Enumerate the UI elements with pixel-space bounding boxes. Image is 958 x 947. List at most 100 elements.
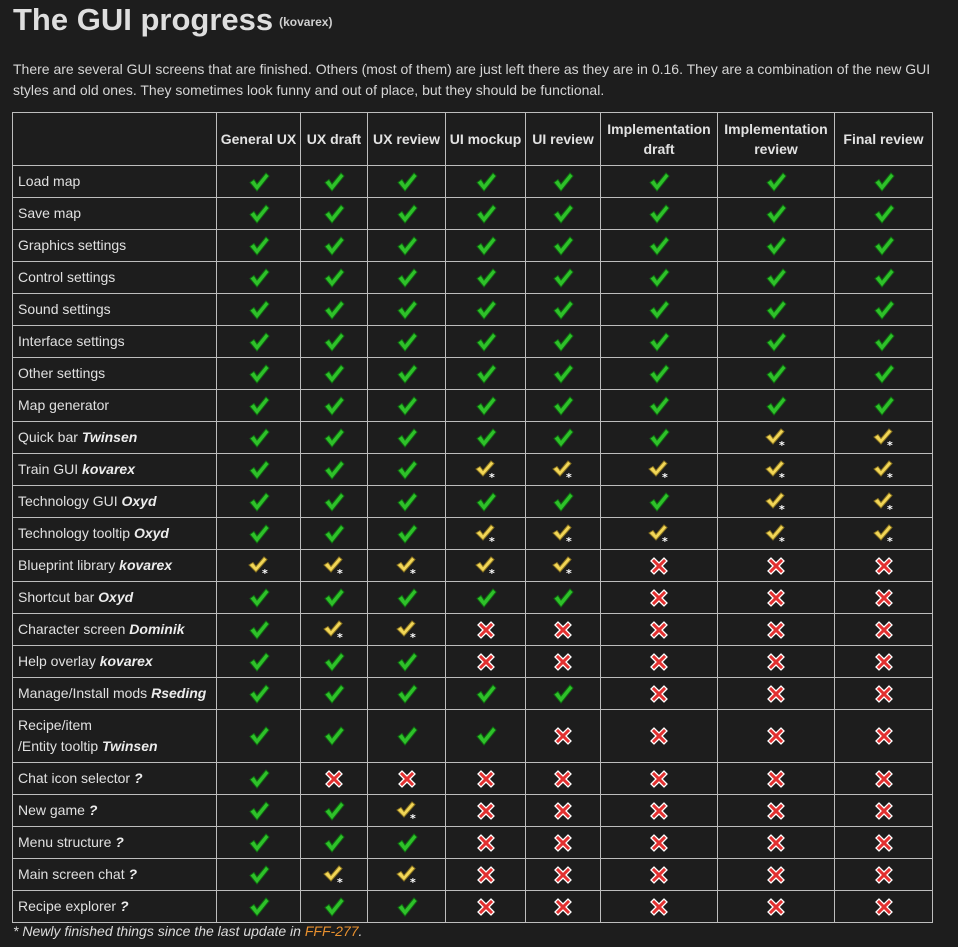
row-owner: ? (128, 866, 138, 882)
row-owner: ? (119, 898, 129, 914)
green-check-icon (551, 426, 575, 450)
green-check-icon (322, 234, 346, 258)
green-check-icon (322, 266, 346, 290)
green-check-icon (395, 266, 419, 290)
green-check-icon (247, 426, 271, 450)
yellow-check-new-icon: * (872, 522, 896, 546)
red-cross-icon (872, 799, 896, 823)
red-cross-icon (647, 682, 671, 706)
svg-text:*: * (887, 503, 893, 514)
status-cell (300, 645, 368, 678)
status-cell (445, 485, 526, 518)
red-cross-icon (872, 724, 896, 748)
red-cross-icon (872, 586, 896, 610)
green-check-icon (872, 202, 896, 226)
status-cell (600, 677, 718, 710)
row-owner: Twinsen (102, 738, 158, 754)
status-cell (525, 485, 601, 518)
yellow-check-new-icon: * (395, 554, 419, 578)
status-cell (717, 677, 835, 710)
green-check-icon (551, 170, 575, 194)
red-cross-icon (322, 767, 346, 791)
red-cross-icon (474, 831, 498, 855)
yellow-check-new-icon: * (551, 522, 575, 546)
row-name: Chat icon selector ? (12, 762, 217, 795)
green-check-icon (647, 394, 671, 418)
red-cross-icon (872, 554, 896, 578)
status-cell: * (525, 517, 601, 550)
red-cross-icon (551, 618, 575, 642)
status-cell: * (717, 485, 835, 518)
status-cell (216, 517, 301, 550)
status-cell (525, 389, 601, 422)
yellow-check-new-icon: * (764, 426, 788, 450)
green-check-icon (474, 586, 498, 610)
intro-paragraph: There are several GUI screens that are f… (13, 61, 931, 98)
red-cross-icon (474, 863, 498, 887)
row-name: Quick bar Twinsen (12, 421, 217, 454)
status-cell (834, 197, 933, 230)
status-cell (834, 293, 933, 326)
green-check-icon (474, 394, 498, 418)
status-cell (367, 517, 446, 550)
green-check-icon (322, 426, 346, 450)
green-check-icon (395, 298, 419, 322)
green-check-icon (647, 330, 671, 354)
yellow-check-new-icon: * (551, 554, 575, 578)
green-check-icon (395, 394, 419, 418)
green-check-icon (474, 234, 498, 258)
status-cell (717, 826, 835, 859)
status-cell: * (367, 549, 446, 582)
status-cell: * (300, 858, 368, 891)
red-cross-icon (764, 650, 788, 674)
green-check-icon (764, 298, 788, 322)
fff-link[interactable]: FFF-277 (304, 923, 359, 939)
green-check-icon (247, 394, 271, 418)
status-cell (834, 762, 933, 795)
status-cell (216, 485, 301, 518)
row-owner: ? (133, 770, 143, 786)
status-cell (834, 709, 933, 763)
status-cell (216, 826, 301, 859)
progress-table: General UX UX draft UX review UI mockup … (12, 112, 933, 923)
status-cell (717, 357, 835, 390)
green-check-icon (764, 266, 788, 290)
status-cell (445, 357, 526, 390)
status-cell (717, 165, 835, 198)
green-check-icon (247, 362, 271, 386)
status-cell (300, 293, 368, 326)
green-check-icon (647, 202, 671, 226)
status-cell (445, 613, 526, 646)
col-header: UI mockup (445, 112, 526, 166)
green-check-icon (872, 330, 896, 354)
status-cell (300, 389, 368, 422)
row-owner: ? (115, 834, 124, 850)
svg-text:*: * (262, 567, 268, 578)
red-cross-icon (872, 682, 896, 706)
row-label: Manage/Install mods (18, 685, 148, 701)
row-label: Sound settings (18, 301, 111, 317)
row-name: Main screen chat ? (12, 858, 217, 891)
row-name: Save map (12, 197, 217, 230)
status-cell: * (600, 517, 718, 550)
green-check-icon (247, 618, 271, 642)
yellow-check-new-icon: * (551, 458, 575, 482)
status-cell (525, 165, 601, 198)
status-cell (367, 389, 446, 422)
red-cross-icon (647, 724, 671, 748)
row-name: Help overlay kovarex (12, 645, 217, 678)
status-cell (834, 581, 933, 614)
green-check-icon (247, 330, 271, 354)
green-check-icon (872, 170, 896, 194)
status-cell (367, 709, 446, 763)
green-check-icon (395, 522, 419, 546)
green-check-icon (395, 234, 419, 258)
green-check-icon (247, 863, 271, 887)
footnote-end: . (358, 923, 363, 939)
status-cell (834, 389, 933, 422)
status-cell (445, 197, 526, 230)
status-cell (367, 421, 446, 454)
status-cell: * (717, 517, 835, 550)
status-cell (216, 677, 301, 710)
red-cross-icon (872, 895, 896, 919)
